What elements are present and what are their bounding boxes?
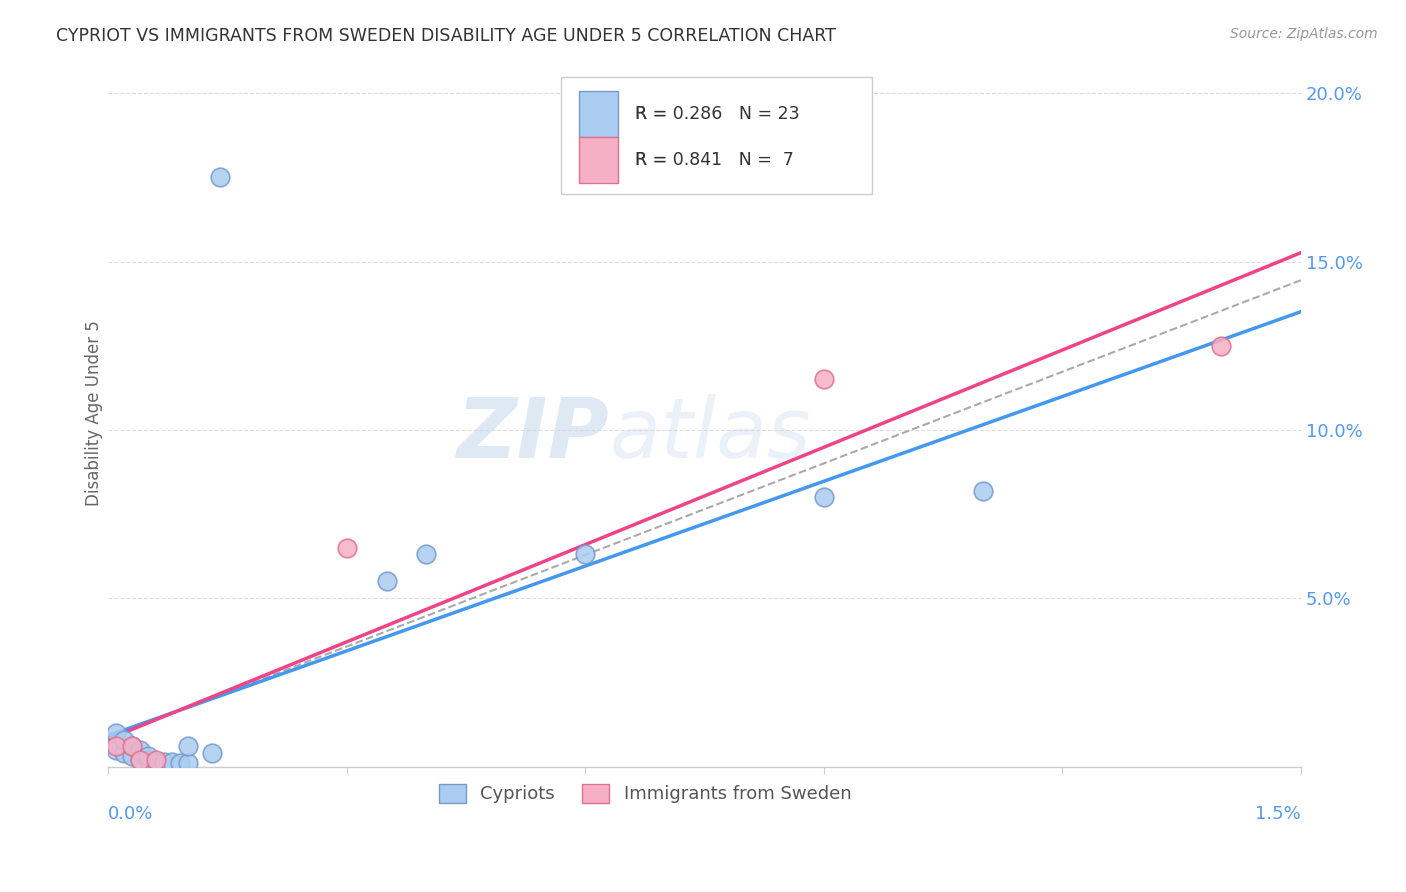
Point — [153, 755, 176, 769]
Point — [105, 726, 128, 740]
Point — [160, 755, 183, 769]
Point — [336, 541, 359, 555]
Point — [121, 739, 143, 754]
Text: atlas: atlas — [609, 393, 811, 475]
Point — [129, 743, 152, 757]
Point — [972, 483, 994, 498]
Point — [145, 755, 167, 769]
Point — [208, 170, 231, 185]
Point — [112, 746, 135, 760]
Point — [177, 756, 200, 771]
Point — [121, 739, 143, 754]
Point — [105, 739, 128, 754]
Point — [121, 749, 143, 764]
Text: Source: ZipAtlas.com: Source: ZipAtlas.com — [1230, 27, 1378, 41]
Text: CYPRIOT VS IMMIGRANTS FROM SWEDEN DISABILITY AGE UNDER 5 CORRELATION CHART: CYPRIOT VS IMMIGRANTS FROM SWEDEN DISABI… — [56, 27, 837, 45]
Legend: Cypriots, Immigrants from Sweden: Cypriots, Immigrants from Sweden — [432, 777, 859, 811]
Point — [200, 746, 222, 760]
Text: R = 0.286   N = 23: R = 0.286 N = 23 — [636, 105, 800, 123]
FancyBboxPatch shape — [579, 91, 617, 137]
Point — [112, 732, 135, 747]
Point — [574, 548, 596, 562]
Point — [375, 574, 398, 589]
Point — [813, 490, 835, 504]
Point — [105, 743, 128, 757]
Point — [145, 753, 167, 767]
Point — [813, 372, 835, 386]
Text: R =: R = — [636, 151, 673, 169]
Text: R =: R = — [636, 105, 673, 123]
Point — [129, 753, 152, 767]
Point — [1211, 339, 1233, 353]
Text: R = 0.841   N =  7: R = 0.841 N = 7 — [636, 151, 794, 169]
Point — [169, 756, 191, 771]
Text: 0.0%: 0.0% — [108, 805, 153, 823]
Y-axis label: Disability Age Under 5: Disability Age Under 5 — [86, 320, 103, 506]
FancyBboxPatch shape — [561, 78, 872, 194]
Text: 1.5%: 1.5% — [1256, 805, 1301, 823]
Point — [129, 753, 152, 767]
Point — [415, 548, 437, 562]
FancyBboxPatch shape — [579, 137, 617, 184]
Point — [136, 749, 159, 764]
Text: ZIP: ZIP — [457, 393, 609, 475]
Point — [177, 739, 200, 754]
Point — [136, 753, 159, 767]
